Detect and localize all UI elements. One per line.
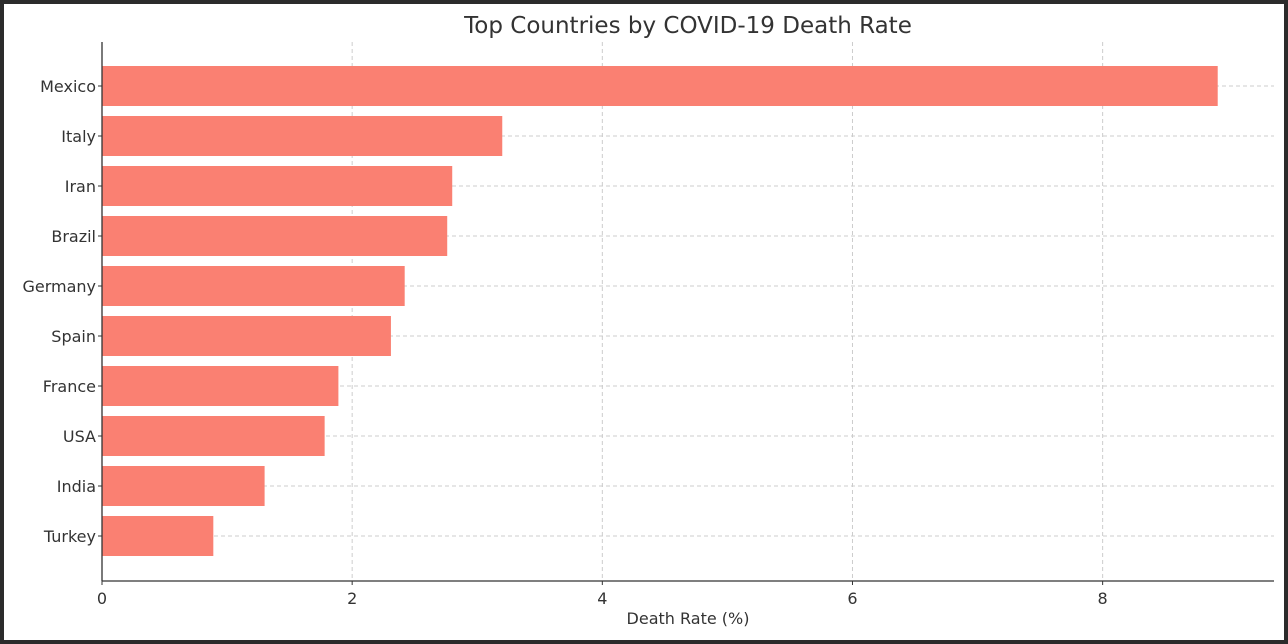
- bar-brazil: [102, 216, 448, 256]
- y-tick-label: Turkey: [43, 527, 96, 546]
- axes: [98, 42, 1274, 585]
- bar-india: [102, 466, 265, 506]
- x-tick-label: 0: [97, 589, 107, 608]
- x-tick-label: 2: [347, 589, 357, 608]
- x-axis-title: Death Rate (%): [627, 609, 750, 628]
- y-tick-label: Iran: [65, 177, 96, 196]
- bar-spain: [102, 316, 391, 356]
- chart-frame: Top Countries by COVID-19 Death Rate Mex…: [4, 4, 1284, 640]
- y-tick-label: Spain: [51, 327, 96, 346]
- y-tick-label: Italy: [61, 127, 96, 146]
- y-tick-label: Brazil: [51, 227, 96, 246]
- bar-usa: [102, 416, 325, 456]
- chart-title: Top Countries by COVID-19 Death Rate: [463, 13, 912, 39]
- bar-turkey: [102, 516, 214, 556]
- y-tick-label: Germany: [22, 277, 96, 296]
- x-tick-label: 6: [847, 589, 857, 608]
- bar-mexico: [102, 66, 1218, 106]
- bar-italy: [102, 116, 503, 156]
- y-tick-label: India: [57, 477, 96, 496]
- x-tick-labels: 0 2 4 6 8: [97, 589, 1108, 608]
- bar-france: [102, 366, 339, 406]
- y-tick-label: Mexico: [40, 77, 96, 96]
- x-tick-label: 8: [1098, 589, 1108, 608]
- bar-germany: [102, 266, 405, 306]
- y-tick-labels: Mexico Italy Iran Brazil Germany Spain France U…: [22, 77, 96, 546]
- y-tick-label: France: [43, 377, 96, 396]
- bars: [102, 66, 1218, 556]
- bar-chart: Top Countries by COVID-19 Death Rate Mex…: [22, 13, 1274, 628]
- grid: [102, 42, 1274, 581]
- bar-iran: [102, 166, 453, 206]
- x-tick-label: 4: [597, 589, 607, 608]
- y-tick-label: USA: [63, 427, 96, 446]
